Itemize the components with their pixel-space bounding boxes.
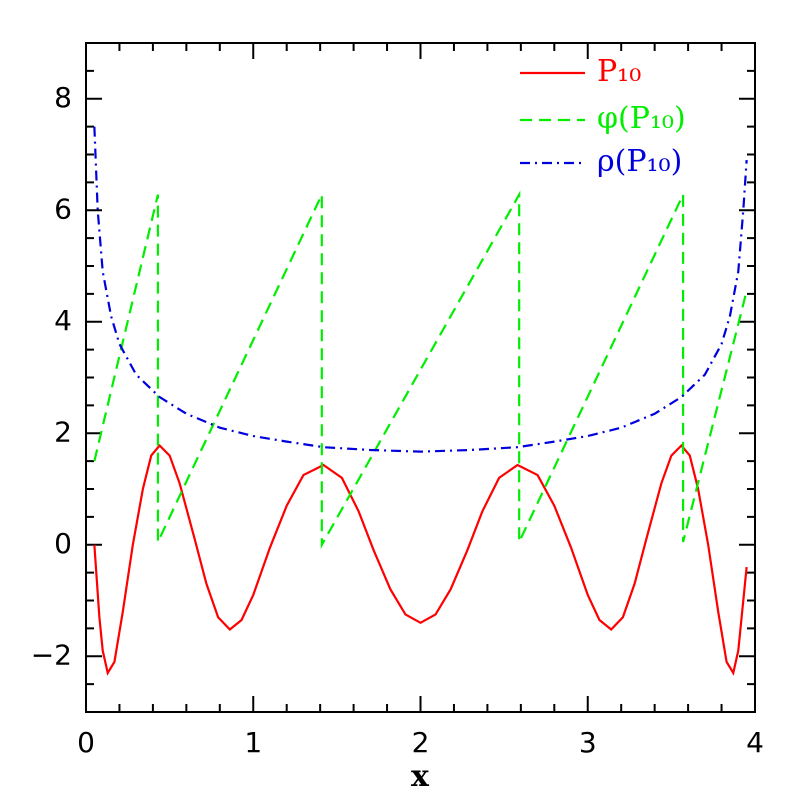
y-tick-label: 0 <box>54 527 72 560</box>
y-tick-label: 6 <box>54 192 72 225</box>
x-tick-label: 0 <box>77 726 95 759</box>
series-line <box>93 443 748 676</box>
series-line <box>93 190 748 549</box>
x-tick-label: 4 <box>746 726 764 759</box>
y-tick-label: 4 <box>54 304 72 337</box>
x-tick-label: 3 <box>579 726 597 759</box>
y-tick-label: 2 <box>54 415 72 448</box>
x-axis-label: x <box>411 759 430 794</box>
legend-label: φ(P₁₀) <box>597 101 686 136</box>
series-line <box>93 126 748 453</box>
legend-label: ρ(P₁₀) <box>597 144 682 179</box>
y-tick-label: −2 <box>31 638 72 671</box>
x-tick-label: 2 <box>412 726 430 759</box>
x-tick-label: 1 <box>244 726 262 759</box>
legend-label: P₁₀ <box>597 54 641 89</box>
y-tick-label: 8 <box>54 81 72 114</box>
